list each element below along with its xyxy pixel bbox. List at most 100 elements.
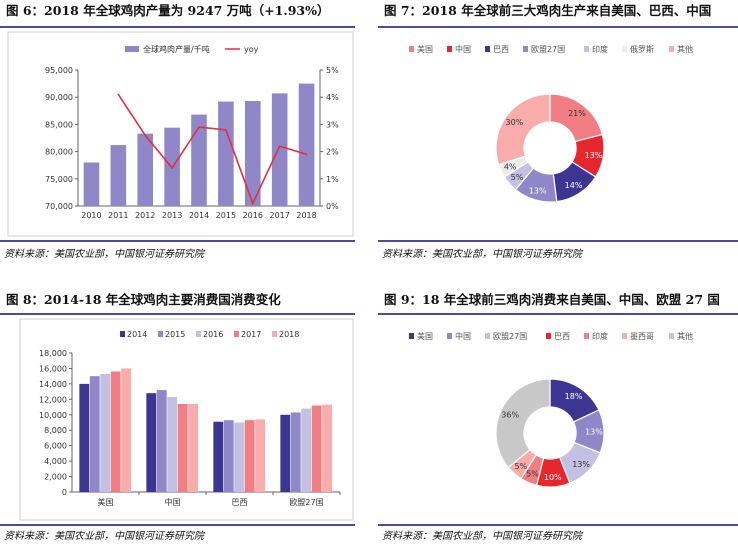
legend-swatch	[584, 333, 589, 339]
slice-value-label: 36%	[501, 410, 519, 419]
bar	[271, 93, 288, 206]
y-tick-label: 4,000	[44, 457, 67, 466]
x-tick-label: 2012	[135, 211, 155, 220]
bar	[244, 101, 261, 206]
y2-tick-label: 2%	[326, 148, 339, 157]
x-tick-label: 2010	[81, 211, 101, 220]
bar	[146, 393, 157, 492]
legend-swatch	[409, 333, 414, 339]
y-tick-label: 95,000	[45, 66, 73, 75]
yoy-point	[251, 202, 254, 205]
slice-value-label: 5%	[511, 173, 524, 182]
bar	[89, 376, 100, 492]
panel-fig7: 图 7：2018 年全球前三大鸡肉生产来自美国、巴西、中国 美国 中国 巴西 欧盟27…	[378, 0, 738, 268]
y-tick-label: 2,000	[44, 473, 67, 482]
source-note: 资料来源：美国农业部，中国银河证券研究院	[4, 531, 204, 542]
y-tick-label: 10,000	[39, 411, 67, 420]
y-tick-label: 18,000	[39, 349, 67, 358]
source-note: 资料来源：美国农业部，中国银河证券研究院	[382, 531, 582, 542]
bar	[234, 422, 245, 492]
legend-swatch	[120, 331, 125, 337]
legend-label: 美国	[417, 44, 433, 54]
legend-label: 2014	[127, 330, 147, 339]
bar	[213, 421, 224, 492]
x-tick-label: 2013	[162, 211, 182, 220]
chart-frame	[7, 31, 354, 237]
legend-label-yoy: yoy	[244, 45, 259, 54]
bar	[218, 101, 234, 206]
x-tick-label: 2017	[269, 211, 289, 220]
bar	[137, 133, 154, 206]
legend-label: 欧盟27国	[531, 44, 565, 54]
legend-label: 其他	[677, 331, 693, 341]
bar	[156, 390, 167, 492]
panel-fig6: 图 6：2018 年全球鸡肉产量为 9247 万吨（+1.93%） 全球鸡肉产量…	[0, 0, 355, 268]
legend-swatch	[622, 333, 627, 339]
panel-title: 图 9：18 年全球前三鸡肉消费来自美国、中国、欧盟 27 国	[384, 292, 720, 307]
legend-label: 欧盟27国	[493, 331, 527, 341]
panel-title: 图 8：2014-18 年全球鸡肉主要消费国消费变化	[6, 292, 281, 307]
chart-fig7: 美国 中国 巴西 欧盟27国 印度 俄罗斯 其他 21% 13% 14% 13% 5%4% 30%	[409, 44, 693, 203]
slice-value-label: 5%	[526, 469, 539, 478]
bar	[100, 373, 111, 492]
bar	[223, 420, 234, 492]
y2-tick-label: 0%	[326, 202, 339, 211]
y2-tick-label: 3%	[326, 120, 339, 129]
source-rule	[0, 524, 355, 526]
legend-swatch	[196, 331, 201, 337]
legend-swatch	[447, 46, 452, 52]
donut-slice	[495, 93, 551, 166]
legend-label: 中国	[455, 44, 471, 54]
legend-swatch	[584, 46, 589, 52]
panel-fig9: 图 9：18 年全球前三鸡肉消费来自美国、中国、欧盟 27 国 美国 中国 欧盟27…	[378, 289, 738, 552]
y-tick-label: 12,000	[39, 395, 67, 404]
legend-label: 印度	[592, 331, 608, 341]
bar	[191, 114, 207, 206]
x-tick-label: 2014	[189, 211, 209, 220]
y-tick-label: 16,000	[39, 364, 67, 373]
legend-swatch	[447, 333, 452, 339]
bar	[177, 403, 188, 492]
title-rule	[378, 26, 738, 28]
source-rule	[0, 240, 355, 242]
legend-swatch	[669, 333, 674, 339]
yoy-point	[225, 129, 227, 131]
legend-label: 其他	[677, 44, 693, 54]
legend-label: 印度	[592, 44, 608, 54]
legend-swatch	[622, 46, 627, 52]
legend-swatch	[272, 331, 277, 337]
legend-label: 巴西	[493, 45, 509, 54]
yoy-point	[198, 126, 200, 128]
bar	[301, 408, 312, 492]
bar	[280, 414, 291, 492]
legend-swatch	[546, 333, 551, 339]
bar	[110, 145, 127, 206]
bar	[244, 420, 255, 492]
yoy-point	[305, 153, 308, 156]
x-tick-label: 巴西	[232, 498, 248, 507]
source-rule	[378, 240, 738, 242]
legend-label: 2016	[203, 330, 223, 339]
legend-swatch	[669, 46, 674, 52]
slice-value-label: 18%	[565, 392, 583, 401]
bar	[290, 412, 301, 492]
source-rule	[378, 524, 738, 526]
bar	[311, 405, 322, 492]
legend-swatch	[234, 331, 239, 337]
legend-label: 2015	[165, 330, 185, 339]
legend-label: 美国	[417, 331, 433, 341]
bar	[79, 383, 90, 492]
source-note: 资料来源：美国农业部，中国银河证券研究院	[4, 249, 204, 260]
y-tick-label: 80,000	[45, 148, 73, 157]
bar	[322, 404, 333, 492]
yoy-point	[171, 167, 173, 169]
x-tick-label: 美国	[98, 497, 114, 507]
y-tick-label: 70,000	[45, 202, 73, 211]
bar	[167, 397, 178, 492]
legend-swatch-production	[125, 46, 139, 52]
bar	[298, 83, 315, 206]
x-tick-label: 中国	[165, 497, 181, 507]
x-tick-label: 2011	[108, 211, 128, 220]
title-rule	[0, 26, 355, 28]
x-tick-label: 2016	[243, 211, 263, 220]
